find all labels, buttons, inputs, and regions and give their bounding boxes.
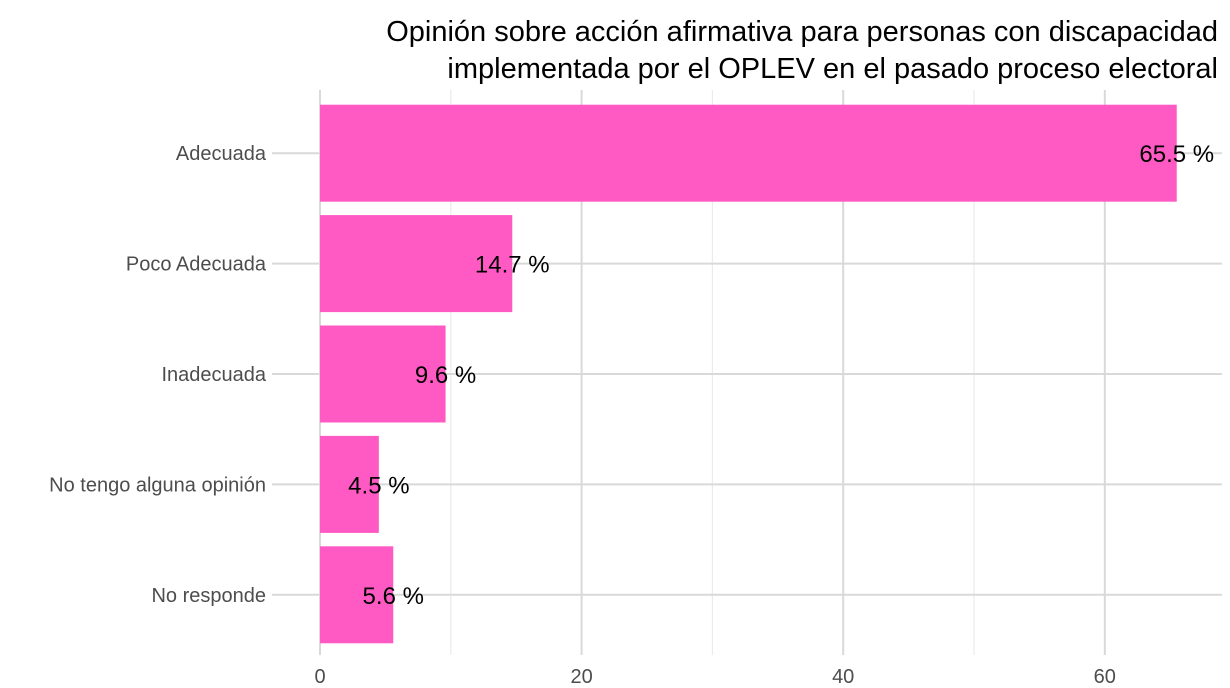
x-tick-label: 40 bbox=[832, 666, 854, 688]
y-tick-label: No responde bbox=[151, 585, 266, 607]
y-tick-label: Adecuada bbox=[176, 143, 267, 165]
data-label: 14.7 % bbox=[475, 252, 550, 279]
bar bbox=[320, 435, 379, 533]
y-tick-label: No tengo alguna opinión bbox=[49, 474, 266, 496]
x-tick-label: 0 bbox=[314, 666, 325, 688]
data-label: 5.6 % bbox=[363, 583, 424, 610]
data-label: 4.5 % bbox=[348, 472, 409, 499]
x-tick-label: 60 bbox=[1094, 666, 1116, 688]
bars: 65.5 % 14.7 % 9.6 % 4.5 % 5.6 % bbox=[320, 104, 1214, 644]
data-label: 65.5 % bbox=[1139, 141, 1214, 168]
bar bbox=[320, 546, 394, 644]
data-label: 9.6 % bbox=[415, 362, 476, 389]
x-tick-label: 20 bbox=[570, 666, 592, 688]
bar bbox=[320, 215, 513, 313]
y-tick-label: Poco Adecuada bbox=[126, 254, 267, 276]
bar bbox=[320, 325, 446, 423]
chart-title: Opinión sobre acción afirmativa para per… bbox=[386, 16, 1218, 85]
chart-title-line-2: implementada por el OPLEV en el pasado p… bbox=[447, 53, 1218, 85]
chart-title-line-1: Opinión sobre acción afirmativa para per… bbox=[386, 16, 1218, 48]
axis-ticks: 0 20 40 60 Adecuada Poco Adecuada Inadecuada No… bbox=[49, 143, 1116, 688]
y-tick-label: Inadecuada bbox=[161, 364, 266, 386]
bar bbox=[320, 104, 1177, 202]
